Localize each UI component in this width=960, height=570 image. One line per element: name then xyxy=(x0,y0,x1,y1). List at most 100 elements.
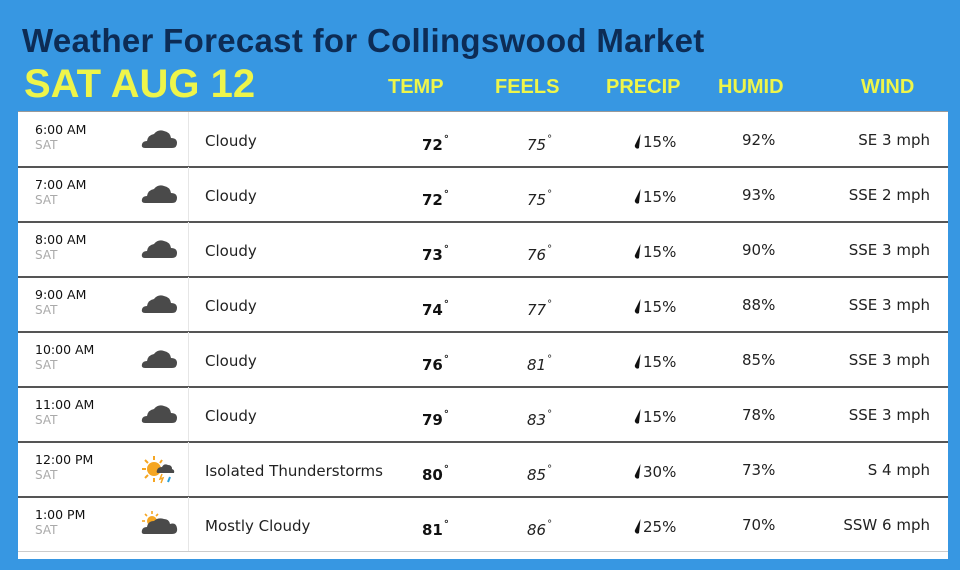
row-humidity: 73% xyxy=(742,461,776,479)
row-precip: 15% xyxy=(634,243,676,261)
column-divider xyxy=(188,112,189,166)
row-precip: 15% xyxy=(634,353,676,371)
row-temp: 72° xyxy=(422,189,449,209)
row-precip: 15% xyxy=(634,298,676,316)
row-wind: SSE 3 mph xyxy=(848,241,930,259)
row-humidity: 88% xyxy=(742,296,776,314)
raindrop-icon xyxy=(634,519,641,534)
row-condition: Cloudy xyxy=(205,132,257,150)
degree-symbol: ° xyxy=(443,409,449,420)
row-wind: SSE 3 mph xyxy=(848,351,930,369)
row-feels-like: 75° xyxy=(527,189,553,209)
row-time: 12:00 PM xyxy=(35,452,94,467)
row-temp: 72° xyxy=(422,134,449,154)
forecast-row: 10:00 AM SAT Cloudy 76° 81° 15% 85% SSE … xyxy=(18,332,948,388)
degree-symbol: ° xyxy=(547,134,553,145)
row-wind: SSE 3 mph xyxy=(848,296,930,314)
row-temp: 79° xyxy=(422,409,449,429)
row-temp: 80° xyxy=(422,464,449,484)
degree-symbol: ° xyxy=(547,189,553,200)
row-feels-like: 86° xyxy=(527,519,553,539)
row-wind: S 4 mph xyxy=(867,461,930,479)
raindrop-icon xyxy=(634,299,641,314)
row-feels-like: 75° xyxy=(527,134,553,154)
degree-symbol: ° xyxy=(443,464,449,475)
column-divider xyxy=(188,222,189,276)
degree-symbol: ° xyxy=(443,244,449,255)
row-day: SAT xyxy=(35,193,58,207)
cloudy-icon xyxy=(140,344,180,372)
row-day: SAT xyxy=(35,358,58,372)
column-divider xyxy=(188,277,189,331)
row-feels-like: 83° xyxy=(527,409,553,429)
row-humidity: 93% xyxy=(742,186,776,204)
row-time: 8:00 AM xyxy=(35,232,87,247)
row-day: SAT xyxy=(35,468,58,482)
row-day: SAT xyxy=(35,248,58,262)
degree-symbol: ° xyxy=(547,519,553,530)
hourly-forecast-table: 6:00 AM SAT Cloudy 72° 75° 15% 92% SE 3 … xyxy=(18,111,948,559)
column-header-humid: HUMID xyxy=(718,76,784,98)
row-humidity: 70% xyxy=(742,516,776,534)
row-temp: 76° xyxy=(422,354,449,374)
row-feels-like: 76° xyxy=(527,244,553,264)
row-condition: Cloudy xyxy=(205,407,257,425)
row-precip: 15% xyxy=(634,408,676,426)
row-day: SAT xyxy=(35,413,58,427)
forecast-row: 9:00 AM SAT Cloudy 74° 77° 15% 88% SSE 3… xyxy=(18,277,948,333)
raindrop-icon xyxy=(634,244,641,259)
cloudy-icon xyxy=(140,124,180,152)
forecast-row: 12:00 PM SAT Isolated Thunderstorms 80° … xyxy=(18,442,948,498)
row-time: 11:00 AM xyxy=(35,397,95,412)
column-header-precip: PRECIP xyxy=(606,76,681,98)
row-time: 9:00 AM xyxy=(35,287,87,302)
degree-symbol: ° xyxy=(547,299,553,310)
row-condition: Cloudy xyxy=(205,242,257,260)
row-precip: 15% xyxy=(634,133,676,151)
row-wind: SSE 2 mph xyxy=(848,186,930,204)
row-wind: SSE 3 mph xyxy=(848,406,930,424)
row-condition: Mostly Cloudy xyxy=(205,517,311,535)
row-temp: 74° xyxy=(422,299,449,319)
row-humidity: 78% xyxy=(742,406,776,424)
column-header-wind: WIND xyxy=(861,76,915,98)
row-precip: 15% xyxy=(634,188,676,206)
degree-symbol: ° xyxy=(443,519,449,530)
row-day: SAT xyxy=(35,303,58,317)
degree-symbol: ° xyxy=(547,354,553,365)
degree-symbol: ° xyxy=(443,354,449,365)
row-humidity: 85% xyxy=(742,351,776,369)
row-feels-like: 81° xyxy=(527,354,553,374)
row-temp: 73° xyxy=(422,244,449,264)
column-divider xyxy=(188,497,189,551)
column-header-feels: FEELS xyxy=(495,76,560,98)
thunderstorm-icon xyxy=(140,454,180,484)
degree-symbol: ° xyxy=(443,134,449,145)
row-precip: 25% xyxy=(634,518,676,536)
column-divider xyxy=(188,167,189,221)
forecast-row: 1:00 PM SAT Mostly Cloudy 81° 86° 25% 70… xyxy=(18,497,948,552)
cloudy-icon xyxy=(140,289,180,317)
degree-symbol: ° xyxy=(547,464,553,475)
forecast-row: 7:00 AM SAT Cloudy 72° 75° 15% 93% SSE 2… xyxy=(18,167,948,223)
degree-symbol: ° xyxy=(547,409,553,420)
cloudy-icon xyxy=(140,399,180,427)
row-feels-like: 85° xyxy=(527,464,553,484)
mostly-cloudy-icon xyxy=(140,509,180,537)
forecast-row: 6:00 AM SAT Cloudy 72° 75° 15% 92% SE 3 … xyxy=(18,112,948,168)
row-condition: Cloudy xyxy=(205,187,257,205)
row-time: 7:00 AM xyxy=(35,177,87,192)
cloudy-icon xyxy=(140,234,180,262)
row-day: SAT xyxy=(35,523,58,537)
row-wind: SSW 6 mph xyxy=(843,516,930,534)
row-condition: Cloudy xyxy=(205,297,257,315)
row-feels-like: 77° xyxy=(527,299,553,319)
row-time: 1:00 PM xyxy=(35,507,86,522)
page-title: Weather Forecast for Collingswood Market xyxy=(22,22,705,59)
row-time: 10:00 AM xyxy=(35,342,95,357)
row-humidity: 92% xyxy=(742,131,776,149)
row-wind: SE 3 mph xyxy=(858,131,930,149)
raindrop-icon xyxy=(634,134,641,149)
row-precip: 30% xyxy=(634,463,676,481)
column-header-temp: TEMP xyxy=(388,76,444,98)
